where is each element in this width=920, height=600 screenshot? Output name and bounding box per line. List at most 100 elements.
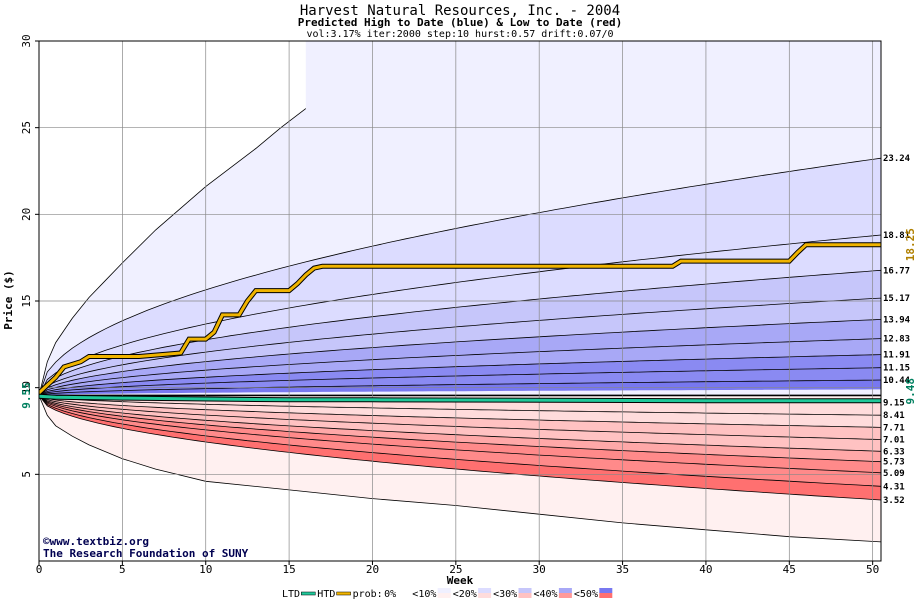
upper-band-4	[39, 298, 881, 396]
ltd-end-label: 9.48	[904, 378, 917, 405]
legend-prob-entry: <30%	[493, 589, 517, 600]
y-tick-label: 25	[20, 121, 33, 134]
level-label: 3.52	[883, 496, 905, 506]
lower-band-6	[39, 395, 881, 473]
legend-prob-swatch-red	[478, 593, 492, 598]
y-tick-label: 30	[20, 34, 33, 47]
legend-ltd-label: LTD	[282, 589, 300, 600]
lower-band-7	[39, 395, 881, 487]
credit-line-1: ©www.textbiz.org	[43, 535, 149, 548]
legend-ltd-swatch	[301, 591, 316, 596]
level-line	[39, 395, 881, 463]
level-label: 7.71	[883, 423, 905, 433]
level-label: 15.17	[883, 294, 910, 304]
legend-prob-swatch-red	[558, 593, 572, 598]
legend-prob-prefix: prob:	[353, 589, 383, 600]
legend-prob-swatch-red	[599, 593, 613, 598]
level-line	[39, 395, 881, 416]
chart-title: Harvest Natural Resources, Inc. - 2004	[300, 3, 620, 19]
x-tick-label: 5	[119, 563, 126, 576]
x-tick-label: 50	[866, 563, 879, 576]
level-line	[39, 319, 881, 396]
legend-prob-entry: 0%	[384, 589, 396, 600]
axes: 0 5 10 15 20 25 30 35 40 45 50 5 10 15 20 25 30 9.55	[20, 34, 882, 576]
legend: LTD HTD prob: 0% <10% <20% <30% <40% <50%	[282, 588, 613, 600]
x-tick-label: 30	[533, 563, 546, 576]
x-tick-label: 15	[282, 563, 295, 576]
upper-band-1	[39, 158, 881, 396]
upper-outside	[39, 41, 306, 396]
level-label: 11.15	[883, 364, 910, 374]
level-line	[39, 395, 881, 452]
upper-band-5	[39, 319, 881, 396]
level-labels: 23.24 18.81 16.77 15.17 13.94 12.83 11.91 11.15…	[883, 154, 917, 506]
htd-line	[39, 243, 881, 394]
x-tick-label: 0	[36, 563, 43, 576]
lower-band-3	[39, 395, 881, 440]
legend-prob-entry: <50%	[574, 589, 598, 600]
legend-htd-label: HTD	[317, 589, 335, 600]
legend-prob-swatch-red	[437, 593, 451, 598]
upper-band-7	[39, 354, 881, 396]
start-price-label: 9.55	[20, 382, 33, 409]
legend-prob-swatch-blue	[599, 588, 613, 593]
level-label: 9.15	[883, 398, 905, 408]
level-line	[39, 297, 881, 396]
legend-prob-entry: <10%	[412, 589, 436, 600]
grid	[39, 40, 881, 561]
level-label: 4.31	[883, 482, 905, 492]
level-label: 5.09	[883, 469, 905, 479]
htd-end-label: 18.25	[904, 228, 917, 261]
level-label: 16.77	[883, 266, 910, 276]
level-line	[39, 379, 881, 396]
level-label: 8.41	[883, 411, 905, 421]
lower-band-4	[39, 395, 881, 452]
level-label: 7.01	[883, 435, 905, 445]
level-line	[39, 354, 881, 396]
level-label: 11.91	[883, 351, 910, 361]
outer-lower-line	[39, 395, 881, 543]
legend-prob-swatch-blue	[397, 588, 411, 593]
upper-band-3	[39, 270, 881, 396]
legend-htd-swatch	[336, 591, 351, 596]
x-tick-label: 35	[616, 563, 629, 576]
legend-prob-swatch-red	[397, 593, 411, 598]
upper-band-2	[39, 235, 881, 396]
x-tick-label: 10	[199, 563, 212, 576]
level-line	[39, 395, 881, 428]
lower-band-8	[39, 395, 881, 500]
level-label: 13.94	[883, 315, 911, 325]
level-line	[39, 395, 881, 440]
chart-params: vol:3.17% iter:2000 step:10 hurst:0.57 d…	[306, 29, 613, 40]
lower-band-2	[39, 395, 881, 428]
outer-upper-line	[39, 108, 307, 396]
series	[39, 242, 881, 404]
y-tick-label: 20	[20, 208, 33, 221]
upper-band-8	[39, 367, 881, 396]
y-axis-label: Price ($)	[2, 270, 15, 330]
ltd-line	[39, 394, 881, 403]
level-line	[39, 395, 881, 501]
legend-prob-swatch-blue	[558, 588, 572, 593]
level-line	[39, 395, 881, 487]
legend-prob-swatch-blue	[478, 588, 492, 593]
level-label: 10.44	[883, 376, 911, 386]
level-label: 6.33	[883, 447, 905, 457]
level-line	[39, 157, 881, 396]
legend-prob-entry: <20%	[453, 589, 477, 600]
legend-prob-swatch-blue	[437, 588, 451, 593]
y-tick-label: 10	[20, 381, 33, 394]
level-label: 12.83	[883, 335, 910, 345]
x-tick-label: 20	[366, 563, 379, 576]
credit-line-2: The Research Foundation of SUNY	[43, 547, 249, 560]
level-label: 5.73	[883, 458, 905, 468]
level-line	[39, 395, 881, 474]
lower-band-5	[39, 395, 881, 462]
y-tick-label: 15	[20, 294, 33, 307]
chart-subtitle: Predicted High to Date (blue) & Low to D…	[298, 16, 623, 29]
level-label: 18.81	[883, 231, 910, 241]
x-tick-label: 40	[699, 563, 712, 576]
level-line	[39, 338, 881, 396]
level-line	[39, 367, 881, 396]
